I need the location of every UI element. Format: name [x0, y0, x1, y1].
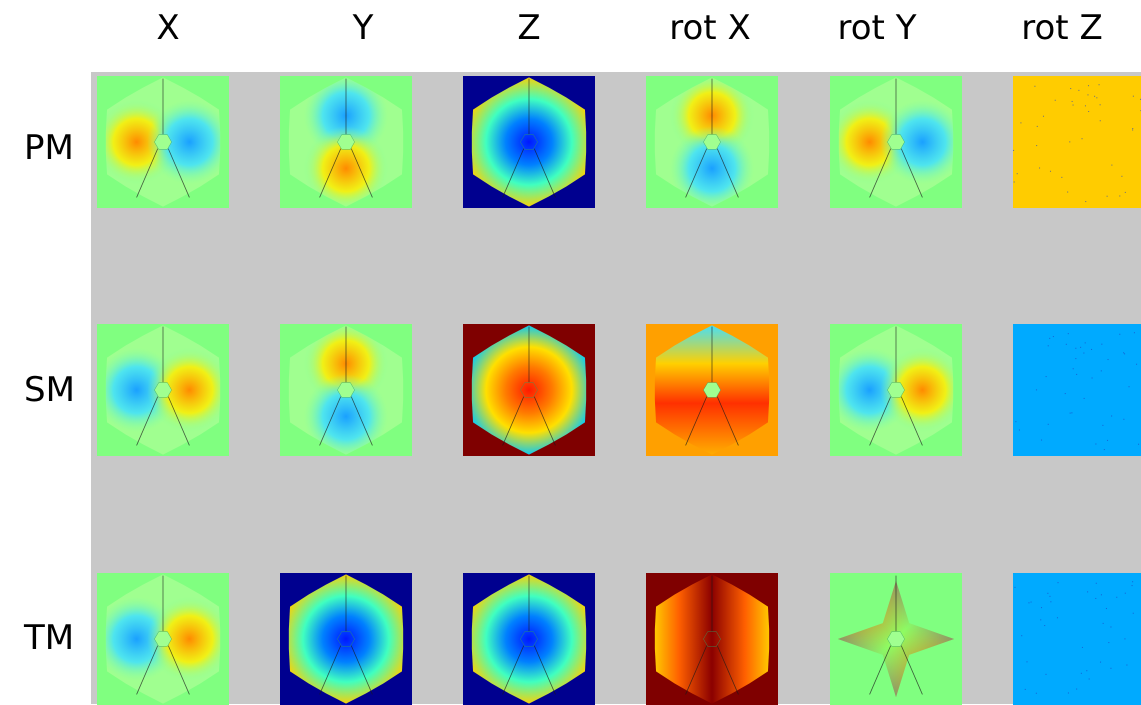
column-label: rot X — [669, 8, 751, 48]
sensitivity-map-image — [646, 76, 778, 208]
sensitivity-map-image — [830, 573, 962, 705]
column-label: X — [156, 8, 180, 48]
image-grid-background — [91, 72, 1141, 704]
sensitivity-map-pm-x — [97, 76, 229, 208]
sensitivity-map-tm-rot-z — [1013, 573, 1141, 705]
sensitivity-map-tm-rot-x — [646, 573, 778, 705]
column-label: Y — [352, 8, 374, 48]
sensitivity-map-image — [97, 76, 229, 208]
sensitivity-map-image — [830, 324, 962, 456]
sensitivity-map-pm-rot-x — [646, 76, 778, 208]
sensitivity-map-sm-rot-x — [646, 324, 778, 456]
sensitivity-map-image — [280, 324, 412, 456]
sensitivity-map-image — [1013, 76, 1141, 208]
column-label: rot Z — [1021, 8, 1103, 48]
column-label: rot Y — [837, 8, 917, 48]
sensitivity-map-tm-x — [97, 573, 229, 705]
sensitivity-map-image — [646, 324, 778, 456]
sensitivity-map-sm-y — [280, 324, 412, 456]
sensitivity-map-image — [97, 573, 229, 705]
column-label: Z — [517, 8, 541, 48]
row-label: SM — [24, 370, 75, 410]
sensitivity-map-image — [463, 324, 595, 456]
sensitivity-map-image — [463, 573, 595, 705]
sensitivity-map-image — [830, 76, 962, 208]
sensitivity-map-sm-z — [463, 324, 595, 456]
sensitivity-map-pm-y — [280, 76, 412, 208]
sensitivity-map-image — [463, 76, 595, 208]
sensitivity-map-sm-rot-z — [1013, 324, 1141, 456]
sensitivity-map-image — [1013, 324, 1141, 456]
sensitivity-map-pm-z — [463, 76, 595, 208]
row-label: TM — [24, 618, 75, 658]
sensitivity-map-image — [97, 324, 229, 456]
sensitivity-map-tm-y — [280, 573, 412, 705]
sensitivity-map-pm-rot-y — [830, 76, 962, 208]
sensitivity-map-sm-rot-y — [830, 324, 962, 456]
row-label: PM — [24, 128, 74, 168]
sensitivity-map-image — [1013, 573, 1141, 705]
sensitivity-map-pm-rot-z — [1013, 76, 1141, 208]
sensitivity-map-image — [646, 573, 778, 705]
sensitivity-map-tm-z — [463, 573, 595, 705]
sensitivity-map-image — [280, 76, 412, 208]
sensitivity-map-image — [280, 573, 412, 705]
sensitivity-map-sm-x — [97, 324, 229, 456]
sensitivity-map-tm-rot-y — [830, 573, 962, 705]
